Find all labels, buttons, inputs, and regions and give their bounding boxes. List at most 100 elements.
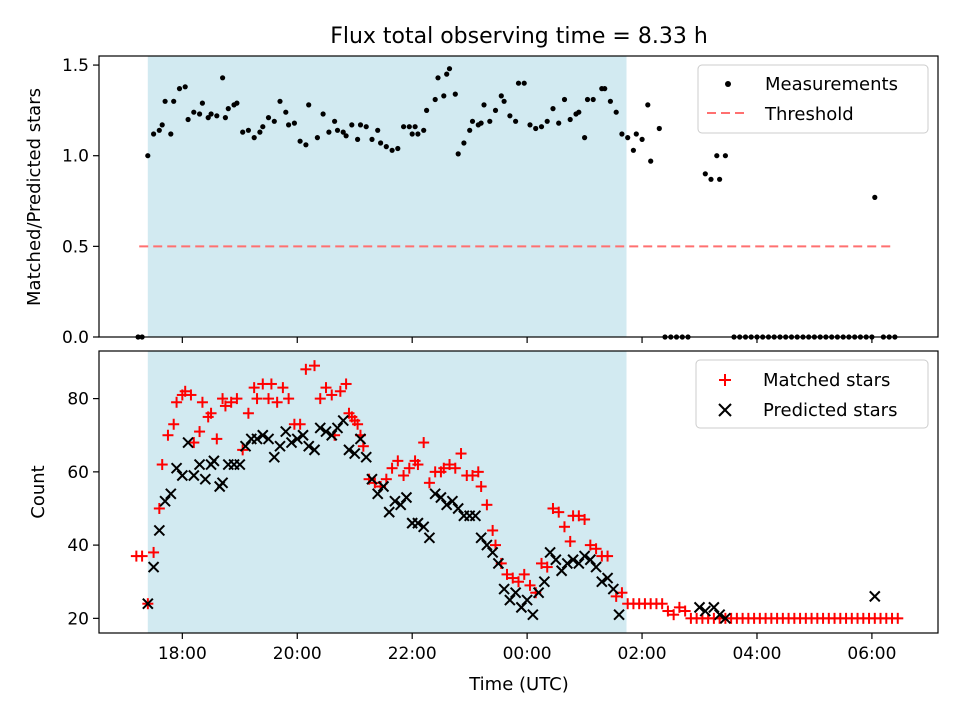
legend-measurements-marker (725, 81, 731, 87)
matched-star-point (156, 459, 168, 471)
predicted-star-point (486, 546, 499, 559)
predicted-star-point (159, 495, 171, 507)
predicted-star-point (297, 429, 309, 441)
matched-star-point (438, 462, 450, 474)
top-ytick-label: 0.0 (62, 328, 89, 348)
matched-star-point (524, 579, 536, 591)
matched-star-point (211, 433, 223, 445)
matched-star-point (392, 455, 404, 467)
matched-star-point (386, 462, 398, 474)
predicted-star-point (303, 440, 315, 452)
measurement-point (357, 122, 364, 128)
measurement-point (383, 144, 389, 150)
measurement-point (567, 116, 573, 123)
measurement-point (452, 91, 458, 97)
measurement-point (191, 109, 197, 115)
measurement-point (378, 140, 384, 146)
bottom-panel: 20 40 60 80 18:00 20:00 22:00 00:00 02:00 04:00 0… (28, 350, 939, 695)
predicted-star-point (561, 557, 574, 570)
predicted-star-point (613, 608, 625, 621)
measurement-point (222, 115, 228, 121)
predicted-star-point (527, 608, 539, 621)
predicted-star-point (699, 605, 711, 617)
matched-star-point (188, 437, 200, 449)
measurement-point (332, 118, 338, 124)
predicted-star-point (383, 506, 395, 518)
measurement-point (501, 98, 507, 104)
matched-star-point (326, 389, 338, 401)
predicted-star-point (268, 451, 280, 463)
measurement-point (320, 111, 326, 117)
bottom-xtick-label: 20:00 (273, 644, 322, 664)
predicted-stars-points (142, 414, 881, 625)
predicted-star-point (389, 495, 401, 507)
matched-star-point (148, 546, 160, 558)
measurement-point (708, 176, 714, 182)
predicted-star-point (601, 572, 614, 584)
predicted-star-point (142, 597, 154, 610)
top-panel: 0.0 0.5 1.0 1.5 Matched/Predicted stars Mea… (24, 55, 939, 348)
measurement-point (607, 98, 614, 104)
bottom-xtick-label: 02:00 (618, 644, 667, 664)
bottom-y-axis-label: Count (28, 465, 49, 518)
matched-star-point (467, 470, 479, 482)
matched-star-point (340, 378, 352, 390)
matched-star-point (518, 568, 530, 580)
measurement-point (421, 127, 427, 133)
measurement-point (214, 113, 220, 119)
predicted-star-point (504, 594, 516, 606)
measurement-point (355, 136, 361, 142)
matched-stars-points (130, 360, 904, 624)
bottom-ytick-label: 80 (67, 390, 89, 410)
matched-star-point (590, 543, 602, 555)
predicted-star-point (417, 521, 430, 533)
predicted-star-point (193, 458, 206, 471)
measurement-point (182, 84, 188, 90)
measurement-point (151, 131, 157, 137)
predicted-star-point (498, 583, 510, 595)
measurement-point (521, 80, 527, 86)
matched-star-point (892, 612, 904, 624)
predicted-star-point (354, 433, 367, 445)
predicted-star-point (578, 550, 591, 562)
matched-star-point (475, 481, 487, 493)
predicted-star-point (239, 440, 252, 452)
matched-star-point (300, 363, 312, 375)
measurement-point (441, 93, 447, 99)
matched-star-point (444, 459, 456, 471)
matched-star-point (162, 429, 174, 441)
measurement-point (401, 124, 407, 130)
top-ytick-label: 1.0 (62, 147, 89, 167)
predicted-star-point (147, 561, 160, 573)
measurement-point (406, 124, 412, 130)
predicted-star-point (509, 587, 522, 599)
predicted-star-point (567, 554, 579, 566)
matched-star-point (196, 396, 208, 408)
measurement-point (245, 127, 251, 133)
measurement-point (550, 106, 556, 112)
measurement-point (199, 100, 205, 106)
predicted-star-point (280, 425, 292, 438)
measurement-point (176, 86, 183, 92)
predicted-star-point (412, 517, 424, 529)
matched-star-point (507, 572, 519, 584)
measurement-point (544, 118, 550, 124)
matched-star-point (136, 550, 148, 562)
measurement-point (395, 145, 401, 152)
measurement-point (602, 86, 608, 92)
predicted-star-point (590, 561, 602, 573)
measurement-point (639, 136, 645, 142)
matched-star-point (455, 448, 467, 460)
bottom-xtick-label: 00:00 (503, 644, 552, 664)
top-y-axis-label: Matched/Predicted stars (24, 88, 45, 306)
legend-matched-marker (719, 374, 731, 386)
measurement-point (613, 109, 619, 115)
predicted-star-point (693, 601, 706, 614)
measurement-point (277, 98, 283, 104)
matched-star-point (352, 418, 364, 430)
measurement-point (702, 171, 708, 177)
measurement-point (340, 129, 346, 135)
measurement-point (265, 115, 272, 121)
predicted-star-point (607, 583, 620, 595)
